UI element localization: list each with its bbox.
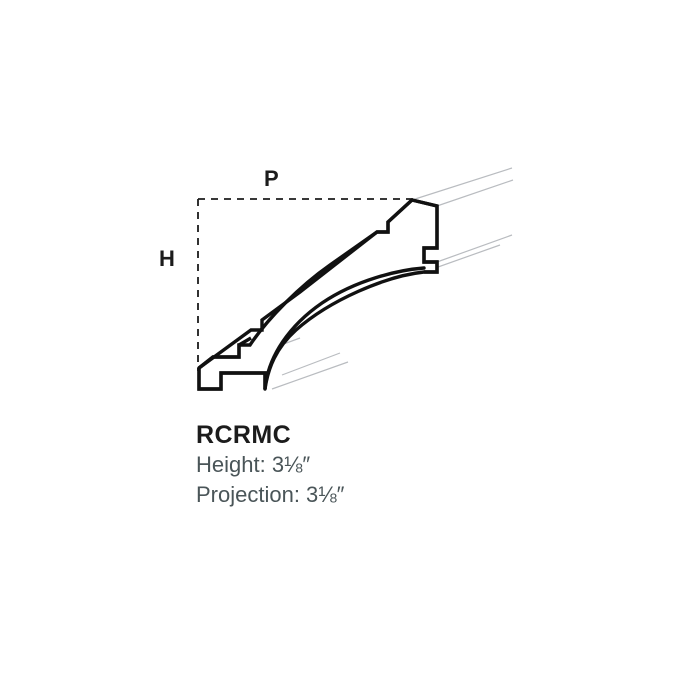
guide-line-top-b [436, 179, 514, 207]
molding-profile-outline [197, 198, 439, 391]
molding-bottom-step [197, 368, 267, 391]
molding-lower-notch [197, 336, 252, 370]
caption-block: RCRMC Height: 3⅛″ Projection: 3⅛″ [196, 420, 516, 510]
molding-top-contour [197, 198, 414, 370]
height-spec-line: Height: 3⅛″ [196, 452, 311, 477]
guide-line-bottom-b [281, 352, 341, 376]
molding-cove-curve [263, 266, 426, 391]
projection-spec-line: Projection: 3⅛″ [196, 482, 345, 507]
guide-line-mid-a [436, 234, 513, 263]
guide-line-bottom-a [271, 361, 349, 390]
height-dimension-label: H [159, 246, 175, 271]
dimension-dashed-lines [197, 198, 414, 371]
guide-line-top-a [411, 167, 513, 201]
molding-top-block [411, 198, 439, 274]
projection-dimension-label: P [264, 166, 279, 191]
product-code-title: RCRMC [196, 421, 292, 449]
perspective-guide-lines-top [411, 167, 514, 207]
